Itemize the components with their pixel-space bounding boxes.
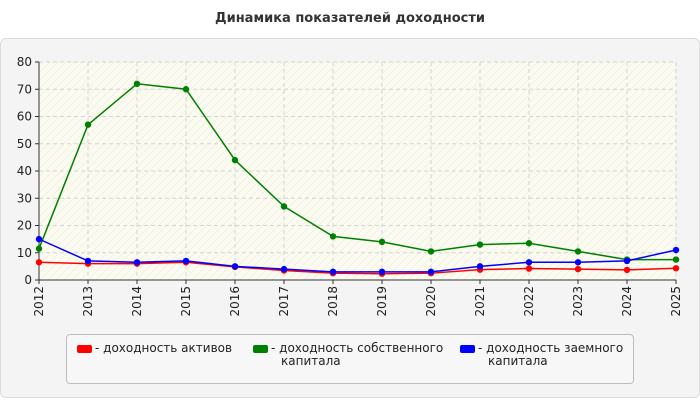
legend-label: - доходность активов: [95, 341, 233, 355]
x-tick-label: 2019: [375, 286, 389, 317]
legend-swatch-green: [253, 345, 268, 353]
x-tick-label: 2018: [326, 286, 340, 317]
data-point: [231, 156, 239, 164]
x-tick-label: 2017: [277, 286, 291, 317]
data-point: [133, 259, 141, 266]
x-tick-label: 2022: [522, 286, 536, 317]
legend-item-equity: - доходность собственного капитала: [253, 342, 448, 368]
series-line: [38, 83, 676, 261]
x-tick-label: 2023: [571, 286, 585, 317]
data-point: [378, 238, 386, 246]
x-tick-label: 2025: [669, 286, 683, 317]
y-tick-label: 30: [17, 191, 32, 205]
legend-swatch-blue: [460, 345, 475, 353]
data-point: [280, 203, 288, 210]
x-tick-label: 2013: [81, 286, 95, 317]
y-tick-label: 80: [17, 55, 32, 69]
data-point: [623, 257, 631, 265]
legend-item-debt: - доходность заемного капитала: [460, 342, 630, 368]
data-point: [84, 121, 92, 128]
data-point: [35, 235, 43, 243]
data-point: [672, 265, 680, 272]
data-point: [280, 265, 288, 273]
data-point: [574, 248, 582, 255]
data-point: [476, 263, 484, 270]
data-point: [378, 268, 386, 276]
series-line: [38, 238, 677, 273]
legend-swatch-red: [77, 345, 92, 353]
y-tick-label: 70: [17, 82, 32, 96]
legend-label-line2: капитала: [281, 354, 341, 368]
series-2: [35, 235, 680, 276]
x-tick-label: 2012: [32, 286, 46, 317]
data-point: [574, 259, 582, 266]
data-point: [329, 233, 337, 240]
y-tick-label: 40: [17, 164, 32, 178]
data-point: [182, 86, 190, 93]
series-line: [38, 261, 677, 275]
legend-label: - доходность собственного капитала: [271, 342, 443, 368]
legend-label-line1: - доходность заемного: [478, 341, 624, 355]
x-tick-label: 2016: [228, 286, 242, 317]
data-point: [35, 259, 43, 266]
x-tick-label: 2014: [130, 286, 144, 317]
data-point: [525, 259, 533, 266]
data-point: [427, 248, 435, 255]
y-tick-label: 20: [17, 219, 32, 233]
x-tick-labels: 2012 2013 2014 2015 2016 2017 2018 2019 2020 2021…: [32, 286, 683, 317]
x-tick-label: 2021: [473, 286, 487, 317]
data-point: [35, 245, 43, 252]
legend-label: - доходность заемного капитала: [478, 342, 623, 368]
data-point: [182, 257, 190, 265]
x-tick-label: 2015: [179, 286, 193, 317]
data-point: [427, 268, 435, 276]
data-point: [574, 265, 582, 273]
data-point: [672, 246, 680, 254]
legend-label-line2: капитала: [488, 354, 548, 368]
x-tick-label: 2020: [424, 286, 438, 317]
data-point: [231, 263, 239, 270]
y-tick-label: 50: [17, 137, 32, 151]
legend-label-line1: - доходность собственного: [271, 341, 444, 355]
x-tick-label: 2024: [620, 286, 634, 317]
data-point: [623, 266, 631, 274]
data-point: [672, 256, 680, 263]
data-point: [329, 268, 337, 276]
legend-item-assets: - доходность активов: [77, 342, 242, 355]
data-point: [133, 80, 141, 88]
legend: - доходность активов - доходность собств…: [66, 334, 634, 384]
y-tick-labels: 0 10 20 30 40 50 60 70 80: [17, 55, 32, 287]
y-tick-label: 10: [17, 246, 32, 260]
series-lines: [35, 80, 680, 277]
data-point: [84, 257, 92, 265]
y-tick-label: 0: [24, 273, 32, 287]
data-point: [525, 265, 533, 272]
y-tick-label: 60: [17, 110, 32, 124]
gridlines: [39, 61, 677, 280]
data-point: [476, 241, 484, 248]
data-point: [525, 240, 533, 247]
chart-title: Динамика показателей доходности: [215, 11, 485, 26]
